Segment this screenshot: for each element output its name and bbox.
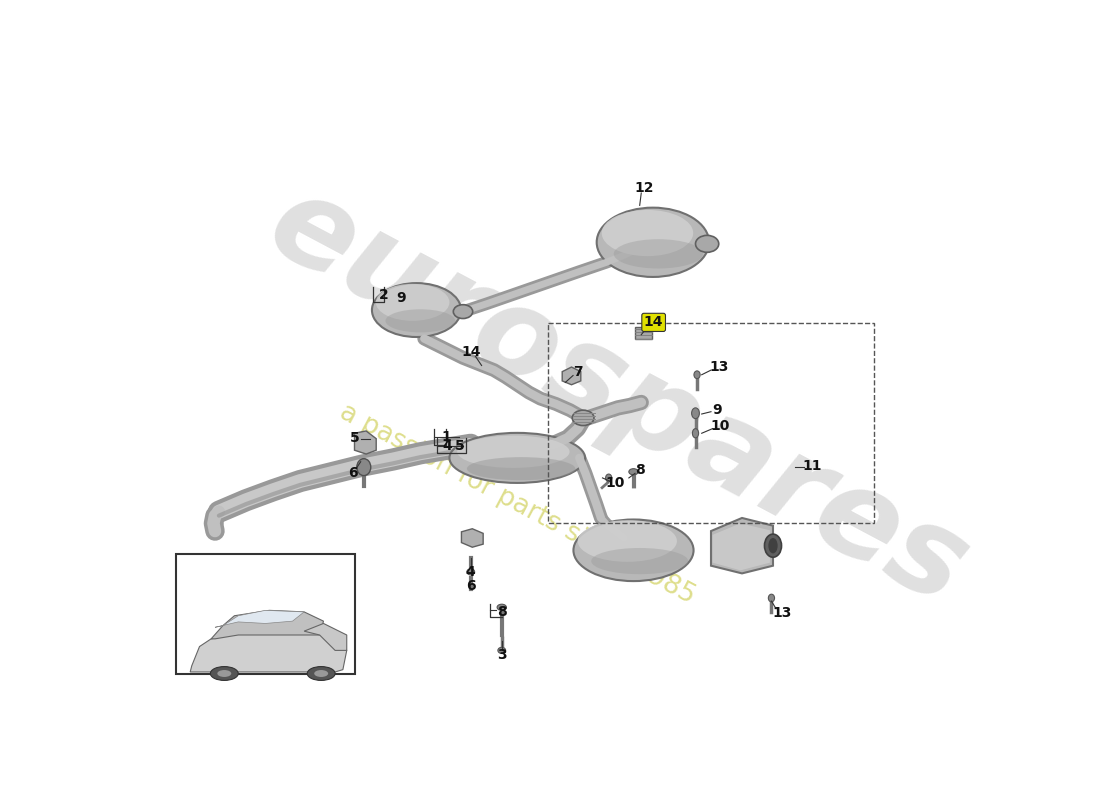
Ellipse shape	[572, 410, 594, 426]
Polygon shape	[304, 623, 346, 650]
Text: 6: 6	[466, 578, 475, 593]
Text: 8: 8	[497, 605, 507, 619]
Text: 13: 13	[772, 606, 792, 621]
Ellipse shape	[466, 569, 474, 575]
Text: 10: 10	[711, 418, 730, 433]
Ellipse shape	[372, 283, 461, 337]
Ellipse shape	[466, 457, 575, 480]
Polygon shape	[562, 367, 581, 385]
Text: 5: 5	[455, 438, 465, 453]
Text: 2: 2	[379, 288, 388, 302]
Text: 9: 9	[713, 403, 722, 417]
Ellipse shape	[385, 310, 455, 332]
Bar	[548, 323, 873, 523]
Text: 8: 8	[635, 463, 645, 478]
Ellipse shape	[578, 520, 676, 562]
Ellipse shape	[453, 305, 473, 318]
Ellipse shape	[695, 235, 718, 252]
Polygon shape	[462, 529, 483, 547]
Text: 14: 14	[644, 315, 663, 330]
Ellipse shape	[614, 239, 703, 269]
Ellipse shape	[768, 538, 778, 554]
Ellipse shape	[602, 210, 693, 256]
Ellipse shape	[768, 594, 774, 602]
Ellipse shape	[498, 647, 506, 654]
Text: 4: 4	[442, 438, 452, 453]
Text: eurospares: eurospares	[250, 163, 987, 630]
Ellipse shape	[307, 666, 336, 681]
Ellipse shape	[218, 670, 231, 677]
Polygon shape	[711, 518, 773, 574]
Text: 11: 11	[802, 458, 822, 473]
Ellipse shape	[376, 284, 450, 321]
Ellipse shape	[450, 433, 585, 483]
Text: 5: 5	[350, 431, 360, 445]
Polygon shape	[354, 431, 376, 454]
Ellipse shape	[596, 208, 710, 277]
Polygon shape	[214, 610, 304, 627]
Text: 4: 4	[466, 565, 475, 579]
Ellipse shape	[592, 548, 689, 574]
Ellipse shape	[694, 371, 701, 378]
Ellipse shape	[692, 408, 700, 418]
Text: 3: 3	[497, 648, 507, 662]
Ellipse shape	[573, 519, 694, 581]
Bar	[176, 554, 354, 674]
Text: 1: 1	[441, 430, 451, 444]
Polygon shape	[190, 631, 346, 672]
Ellipse shape	[606, 474, 612, 482]
Text: 12: 12	[635, 182, 654, 195]
Ellipse shape	[764, 534, 781, 558]
Text: 13: 13	[710, 360, 728, 374]
Ellipse shape	[210, 666, 239, 681]
Text: 6: 6	[348, 466, 358, 480]
Polygon shape	[713, 523, 770, 570]
Ellipse shape	[497, 604, 506, 610]
Ellipse shape	[629, 469, 638, 475]
Text: 9: 9	[396, 290, 406, 305]
Ellipse shape	[458, 435, 570, 468]
Ellipse shape	[356, 458, 371, 476]
Text: 7: 7	[573, 365, 583, 378]
Ellipse shape	[692, 429, 698, 438]
Text: 10: 10	[605, 475, 625, 490]
Bar	[635, 327, 652, 339]
Text: 14: 14	[461, 345, 481, 358]
Polygon shape	[211, 610, 323, 639]
Text: a passion for parts since 1985: a passion for parts since 1985	[336, 399, 700, 610]
Ellipse shape	[315, 670, 328, 677]
